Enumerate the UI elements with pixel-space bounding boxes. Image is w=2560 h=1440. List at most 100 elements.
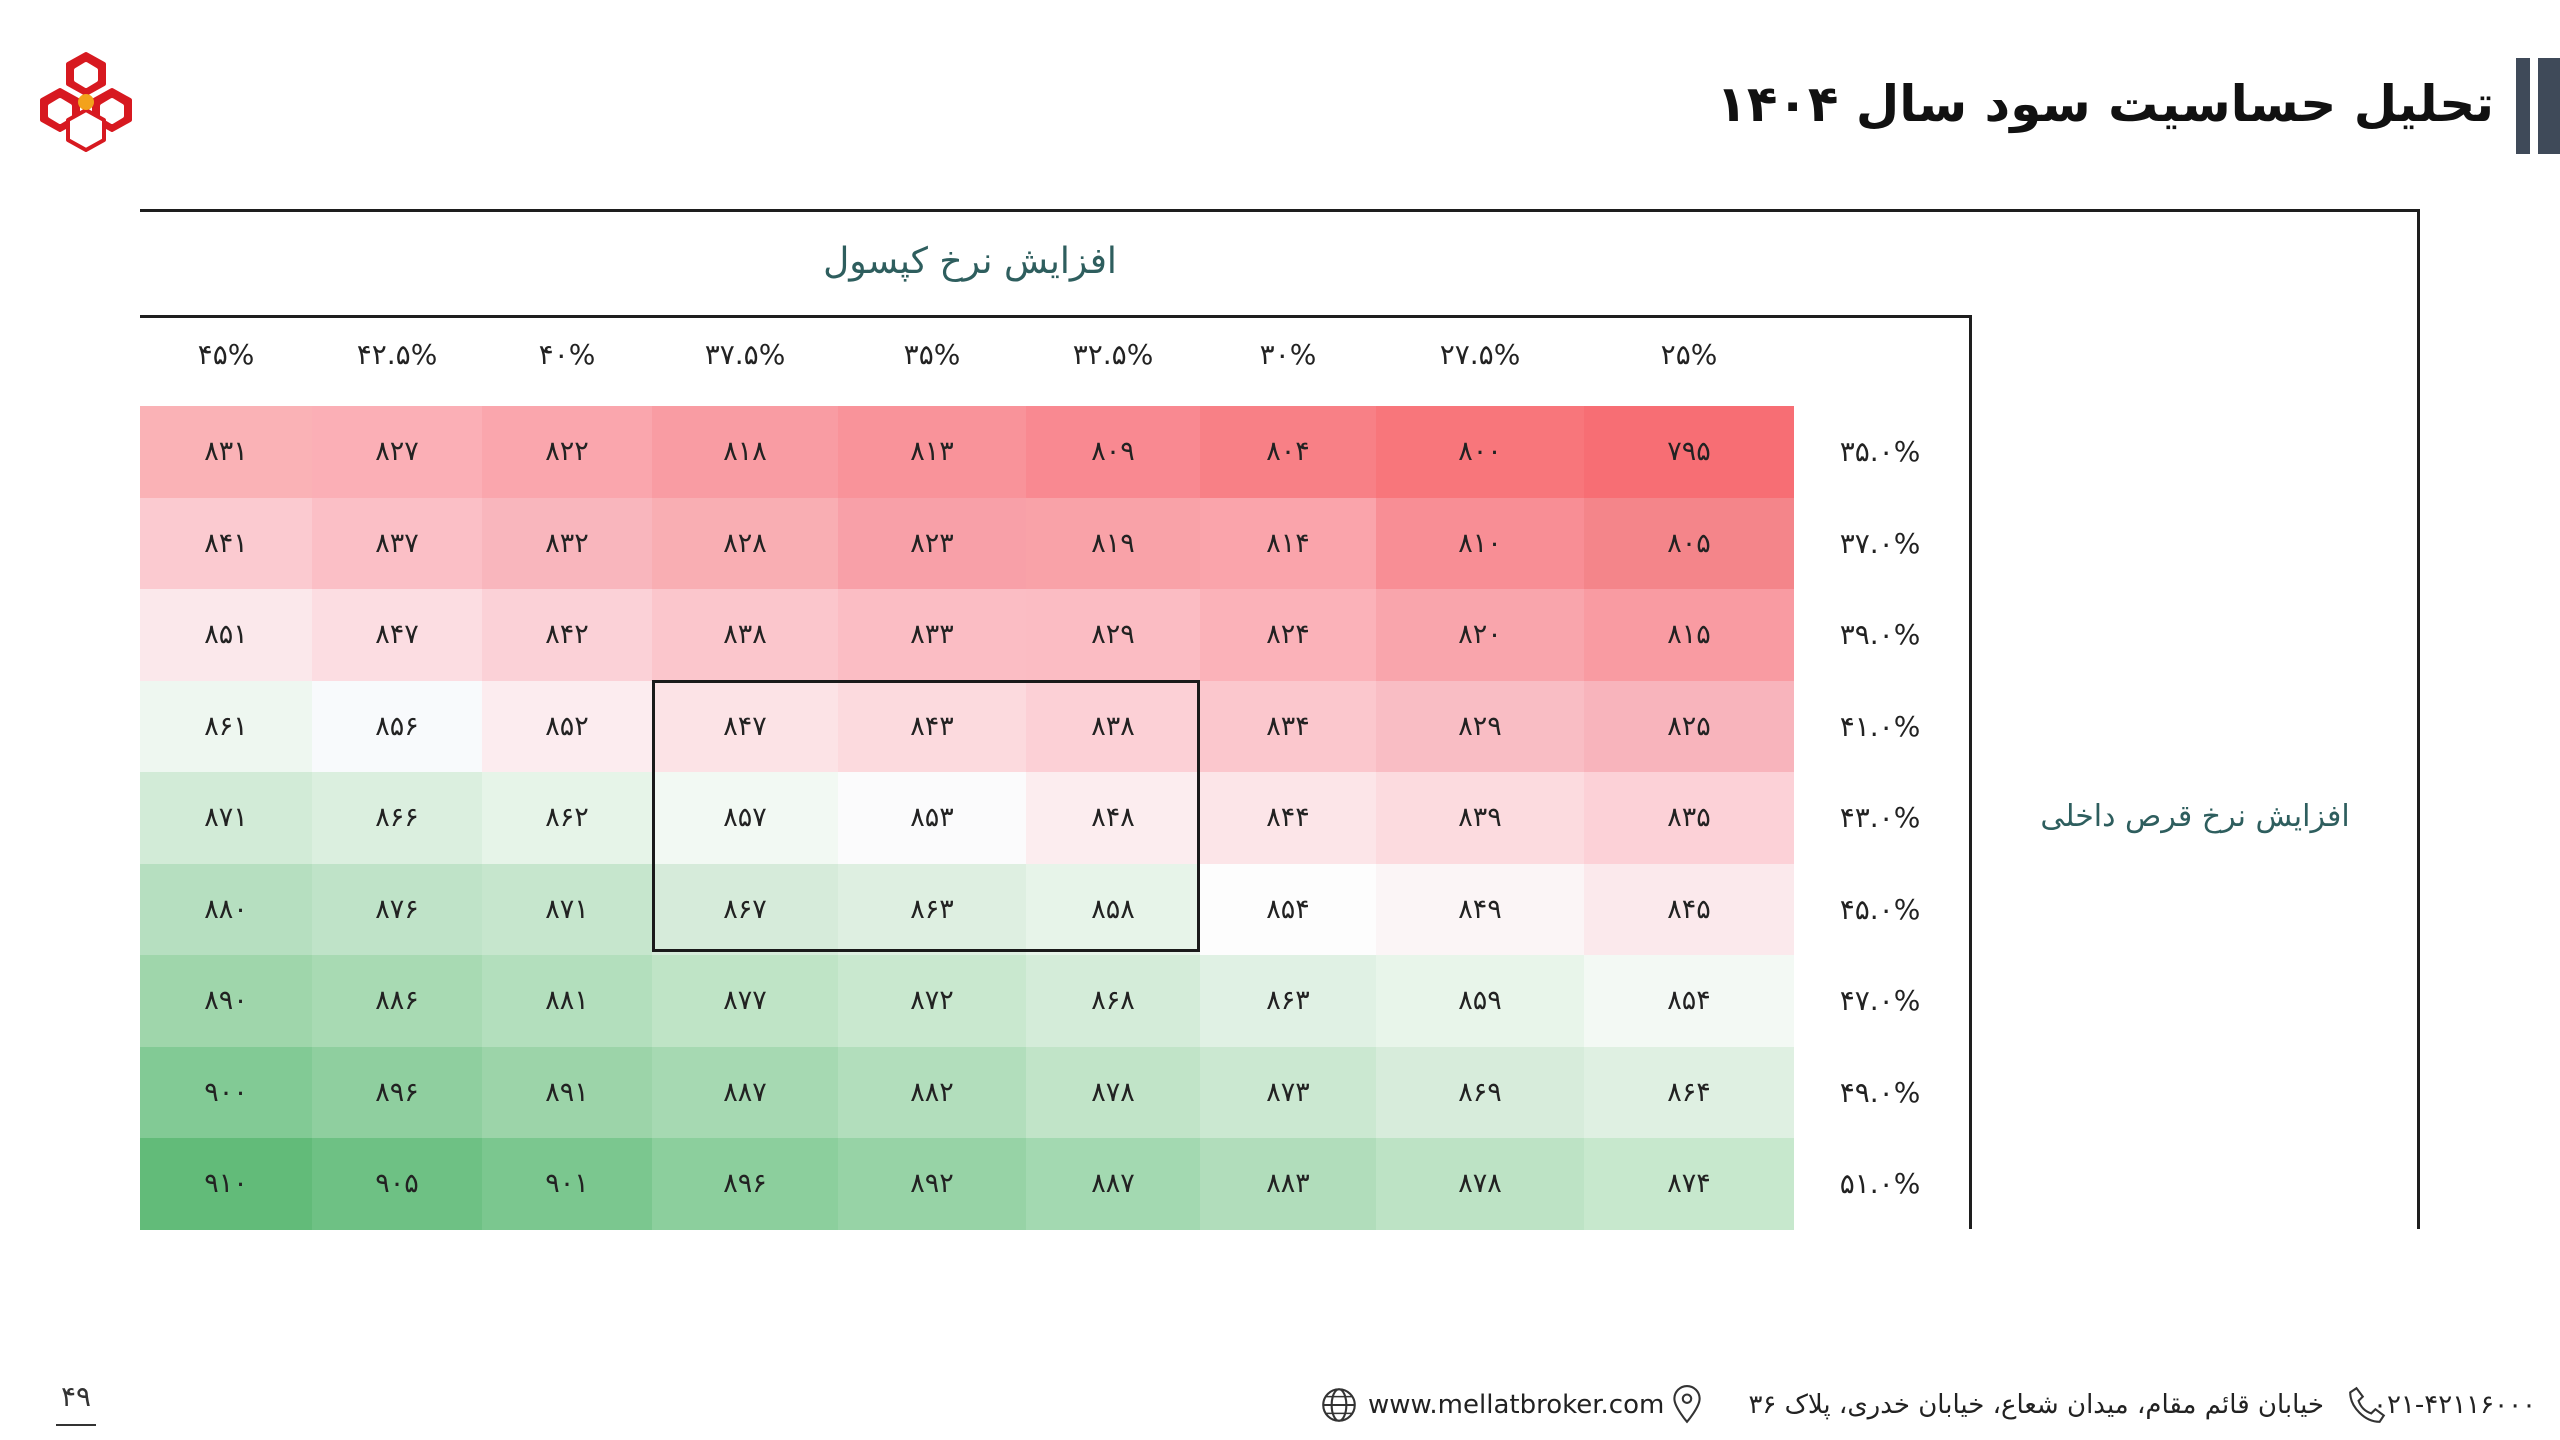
table-cell: ۸۶۳ <box>838 863 1026 955</box>
table-cell: ۸۵۹ <box>1376 955 1584 1047</box>
table-cell: ۸۸۰ <box>140 863 312 955</box>
table-cell: ۸۱۹ <box>1026 497 1200 589</box>
table-cell: ۸۲۴ <box>1200 589 1376 681</box>
table-cell: ۸۳۱ <box>140 406 312 498</box>
row-header: ۵۱.۰% <box>1839 1167 1921 1200</box>
table-cell: ۸۳۳ <box>838 589 1026 681</box>
table-cell: ۸۱۳ <box>838 406 1026 498</box>
table-cell: ۸۱۵ <box>1584 589 1794 681</box>
table-cell: ۸۵۲ <box>482 680 652 772</box>
row-header: ۴۱.۰% <box>1839 709 1921 743</box>
table-cell: ۸۷۱ <box>482 863 652 955</box>
table-cell: ۸۱۰ <box>1376 497 1584 589</box>
table-cell: ۸۳۵ <box>1584 772 1794 864</box>
table-cell: ۸۱۴ <box>1200 497 1376 589</box>
table-cell: ۸۲۸ <box>652 497 838 589</box>
table-cell: ۸۵۴ <box>1200 863 1376 955</box>
table-cell: ۸۶۳ <box>1200 955 1376 1047</box>
table-cell: ۸۷۴ <box>1584 1138 1794 1230</box>
table-cell: ۸۰۴ <box>1200 406 1376 498</box>
page-number-underline <box>56 1424 96 1426</box>
table-cell: ۸۵۴ <box>1584 955 1794 1047</box>
table-cell: ۹۱۰ <box>140 1138 312 1230</box>
table-cell: ۸۲۹ <box>1026 589 1200 681</box>
table-cell: ۸۱۸ <box>652 406 838 498</box>
table-cell: ۸۰۰ <box>1376 406 1584 498</box>
table-cell: ۸۷۳ <box>1200 1046 1376 1138</box>
column-header: ۴۲.۵% <box>356 338 438 371</box>
table-cell: ۸۶۲ <box>482 772 652 864</box>
phone-icon <box>2349 1386 2386 1423</box>
table-cell: ۸۹۰ <box>140 955 312 1047</box>
table-frame-top <box>140 209 2420 212</box>
table-cell: ۸۳۹ <box>1376 772 1584 864</box>
table-cell: ۸۴۴ <box>1200 772 1376 864</box>
table-cell: ۸۵۳ <box>838 772 1026 864</box>
table-cell: ۸۵۶ <box>312 680 482 772</box>
table-cell: ۸۶۴ <box>1584 1046 1794 1138</box>
page-number: ۴۹ <box>60 1380 92 1413</box>
globe-icon <box>1322 1388 1356 1422</box>
table-cell: ۸۲۰ <box>1376 589 1584 681</box>
highlight-box <box>652 680 1200 952</box>
title-accent-bar <box>2538 58 2560 154</box>
table-cell: ۸۶۷ <box>652 863 838 955</box>
title-accent-bar <box>2516 58 2530 154</box>
table-cell: ۸۳۷ <box>312 497 482 589</box>
table-cell: ۸۸۷ <box>652 1046 838 1138</box>
table-cell: ۹۰۵ <box>312 1138 482 1230</box>
row-header: ۴۵.۰% <box>1839 892 1921 926</box>
table-cell: ۸۸۷ <box>1026 1138 1200 1230</box>
row-axis-divider <box>1969 315 1972 1229</box>
column-header: ۲۵% <box>1660 338 1718 371</box>
table-cell: ۸۲۳ <box>838 497 1026 589</box>
row-header: ۳۵.۰% <box>1839 435 1921 468</box>
table-cell: ۸۸۶ <box>312 955 482 1047</box>
table-cell: ۸۷۸ <box>1376 1138 1584 1230</box>
table-cell: ۸۸۳ <box>1200 1138 1376 1230</box>
location-pin-icon <box>1673 1385 1701 1424</box>
table-cell: ۸۹۱ <box>482 1046 652 1138</box>
table-cell: ۸۹۲ <box>838 1138 1026 1230</box>
row-header: ۴۹.۰% <box>1839 1075 1921 1109</box>
column-axis-label: افزایش نرخ کپسول <box>823 241 1117 282</box>
row-header: ۴۳.۰% <box>1839 801 1921 834</box>
phone-number: ۰۲۱-۴۲۱۱۶۰۰۰ <box>2373 1390 2536 1420</box>
header-divider <box>140 315 1972 318</box>
table-cell: ۸۶۹ <box>1376 1046 1584 1138</box>
row-header: ۳۷.۰% <box>1839 526 1921 560</box>
table-cell: ۸۳۴ <box>1200 680 1376 772</box>
table-cell: ۸۴۳ <box>838 680 1026 772</box>
table-cell: ۸۴۲ <box>482 589 652 681</box>
table-cell: ۸۸۲ <box>838 1046 1026 1138</box>
table-cell: ۸۴۱ <box>140 497 312 589</box>
row-header: ۴۷.۰% <box>1839 984 1921 1017</box>
table-cell: ۸۷۷ <box>652 955 838 1047</box>
table-cell: ۸۲۵ <box>1584 680 1794 772</box>
table-cell: ۹۰۱ <box>482 1138 652 1230</box>
table-cell: ۸۰۵ <box>1584 497 1794 589</box>
table-cell: ۸۶۸ <box>1026 955 1200 1047</box>
table-cell: ۸۷۱ <box>140 772 312 864</box>
table-cell: ۸۰۹ <box>1026 406 1200 498</box>
company-logo-icon <box>40 52 132 152</box>
table-cell: ۸۹۶ <box>312 1046 482 1138</box>
website-link[interactable]: www.mellatbroker.com <box>1368 1390 1665 1420</box>
table-cell: ۸۴۷ <box>312 589 482 681</box>
table-cell: ۸۴۷ <box>652 680 838 772</box>
table-cell: ۸۵۸ <box>1026 863 1200 955</box>
table-cell: ۸۴۹ <box>1376 863 1584 955</box>
table-cell: ۸۲۹ <box>1376 680 1584 772</box>
table-cell: ۸۶۱ <box>140 680 312 772</box>
table-cell: ۸۴۵ <box>1584 863 1794 955</box>
table-cell: ۷۹۵ <box>1584 406 1794 498</box>
table-cell: ۸۹۶ <box>652 1138 838 1230</box>
table-cell: ۸۶۶ <box>312 772 482 864</box>
column-header: ۳۷.۵% <box>704 338 786 371</box>
table-cell: ۸۸۱ <box>482 955 652 1047</box>
table-cell: ۸۷۶ <box>312 863 482 955</box>
row-header: ۳۹.۰% <box>1839 618 1921 651</box>
column-header: ۴۵% <box>197 338 255 371</box>
table-cell: ۸۵۱ <box>140 589 312 681</box>
table-cell: ۸۳۸ <box>652 589 838 681</box>
